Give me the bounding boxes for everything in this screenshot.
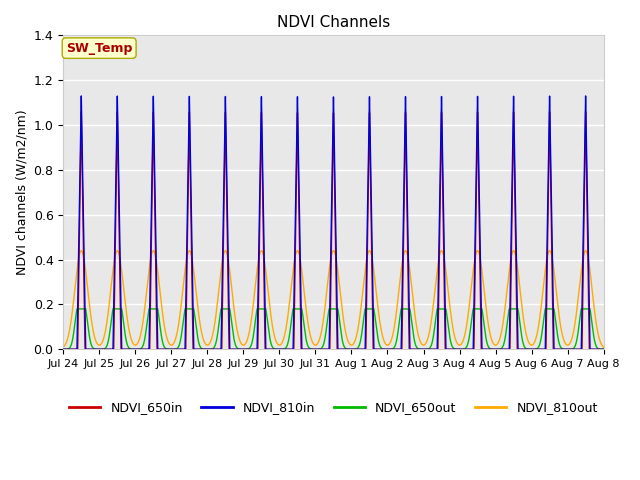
Text: SW_Temp: SW_Temp bbox=[66, 42, 132, 55]
Y-axis label: NDVI channels (W/m2/nm): NDVI channels (W/m2/nm) bbox=[15, 109, 28, 275]
Legend: NDVI_650in, NDVI_810in, NDVI_650out, NDVI_810out: NDVI_650in, NDVI_810in, NDVI_650out, NDV… bbox=[64, 396, 603, 420]
Title: NDVI Channels: NDVI Channels bbox=[277, 15, 390, 30]
